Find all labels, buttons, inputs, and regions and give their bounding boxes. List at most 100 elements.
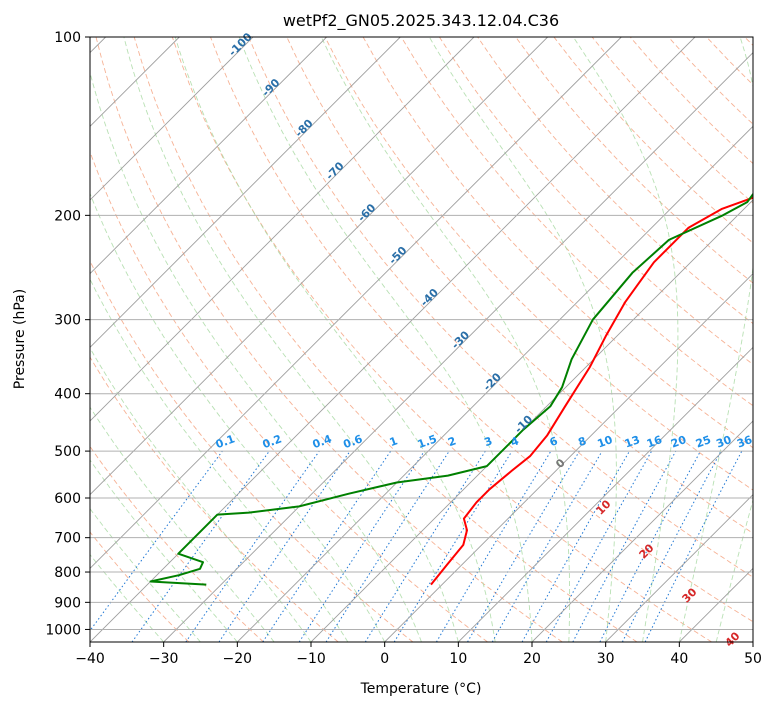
isotherm-line bbox=[605, 494, 753, 642]
mixing-ratio-label: 36 bbox=[735, 433, 754, 451]
temperature-profile-line bbox=[430, 196, 753, 586]
y-tick-label: 800 bbox=[54, 565, 81, 581]
mixing-ratio-label: 10 bbox=[596, 433, 615, 451]
mixing-ratio-line bbox=[521, 450, 630, 642]
dewpoint-profile-line bbox=[149, 192, 753, 586]
dry-adiabat bbox=[90, 445, 264, 642]
isotherm-line bbox=[163, 52, 753, 642]
mixing-ratio-line bbox=[262, 450, 392, 642]
moist-adiabat bbox=[238, 37, 533, 642]
dry-adiabat bbox=[439, 37, 753, 365]
x-tick-label: 30 bbox=[597, 651, 615, 667]
mixing-ratio-label: 1.5 bbox=[416, 432, 439, 451]
isotherm-line bbox=[90, 37, 475, 422]
x-tick-label: 40 bbox=[670, 651, 688, 667]
x-axis-ticks: −40 −30 −20 −10 0 10 20 30 40 50 bbox=[75, 642, 762, 667]
isotherm-line bbox=[679, 567, 753, 642]
moist-adiabat bbox=[90, 406, 275, 642]
mixing-ratio-label: 16 bbox=[645, 433, 664, 451]
mixing-ratio-label: 0.1 bbox=[214, 432, 237, 451]
mixing-ratio-line bbox=[467, 450, 580, 642]
moist-adiabat bbox=[90, 278, 349, 642]
dry-adiabat bbox=[744, 37, 753, 47]
moist-adiabat-label: 0 bbox=[553, 456, 568, 471]
mixing-ratio-line bbox=[218, 450, 351, 642]
moist-adiabat bbox=[428, 37, 617, 642]
mixing-ratio-label: 0.2 bbox=[261, 432, 284, 451]
y-tick-label: 300 bbox=[54, 313, 81, 329]
moist-adiabat bbox=[123, 37, 459, 642]
mixing-ratio-label: 20 bbox=[669, 433, 688, 451]
x-tick-label: −10 bbox=[296, 651, 326, 667]
mixing-ratio-label: 4 bbox=[509, 434, 521, 449]
moist-adiabat bbox=[320, 37, 571, 642]
dry-adiabat bbox=[362, 37, 753, 449]
mixing-ratio-label: 3 bbox=[482, 434, 494, 449]
isotherm-line bbox=[237, 125, 753, 642]
dry-adiabat bbox=[706, 37, 753, 86]
isotherm-line bbox=[90, 37, 622, 569]
mixing-ratio-label: 8 bbox=[576, 434, 588, 449]
isotherm-line bbox=[90, 37, 327, 275]
isotherm-line bbox=[752, 641, 753, 642]
mixing-ratio-line bbox=[185, 450, 320, 642]
y-tick-label: 1000 bbox=[45, 622, 81, 638]
dry-adiabat bbox=[400, 37, 753, 407]
series-layer bbox=[149, 192, 753, 586]
dry-adiabat bbox=[171, 37, 712, 642]
y-tick-label: 500 bbox=[54, 444, 81, 460]
mixing-ratio-line bbox=[298, 450, 425, 642]
dry-adiabat bbox=[477, 37, 753, 325]
dry-adiabat bbox=[90, 356, 339, 642]
isotherm-line bbox=[531, 420, 753, 642]
moist-adiabat-label: 20 bbox=[637, 541, 657, 561]
y-tick-label: 700 bbox=[54, 531, 81, 547]
dry-adiabat bbox=[90, 150, 488, 642]
dry-adiabat bbox=[95, 37, 563, 642]
mixing-ratio-label: 1 bbox=[388, 434, 400, 449]
dry-adiabat bbox=[324, 37, 753, 491]
x-tick-label: −40 bbox=[75, 651, 105, 667]
mixing-ratio-label: 25 bbox=[694, 433, 713, 450]
dry-adiabat bbox=[90, 259, 414, 642]
y-tick-label: 400 bbox=[54, 387, 81, 403]
plot-frame bbox=[89, 36, 754, 643]
x-axis-label: Temperature (°C) bbox=[360, 681, 482, 697]
mixing-ratio-label: 0.4 bbox=[311, 432, 334, 451]
isotherm-label: -10 bbox=[512, 412, 535, 435]
x-tick-label: −30 bbox=[149, 651, 179, 667]
isotherm-label: -80 bbox=[292, 116, 315, 139]
mixing-ratio-line bbox=[545, 450, 653, 642]
isotherm-line bbox=[90, 37, 548, 496]
isotherm-label: -90 bbox=[259, 76, 282, 99]
mixing-ratio-label: 13 bbox=[623, 433, 642, 450]
mixing-ratio-line bbox=[131, 450, 270, 642]
mixing-ratio-label: 2 bbox=[446, 434, 458, 449]
dry-adiabat bbox=[90, 531, 190, 642]
chart-title: wetPf2_GN05.2025.343.12.04.C36 bbox=[283, 11, 559, 31]
mixing-ratio-line bbox=[435, 450, 552, 642]
dry-adiabat bbox=[210, 37, 753, 623]
moist-adiabat bbox=[715, 498, 753, 642]
y-tick-label: 200 bbox=[54, 208, 81, 224]
moist-adiabat bbox=[90, 507, 201, 642]
moist-adiabat bbox=[90, 192, 386, 642]
isotherm-label: -50 bbox=[386, 244, 409, 267]
grid-lines bbox=[90, 37, 753, 642]
moist-adiabat-label: 40 bbox=[723, 629, 743, 649]
x-tick-label: 10 bbox=[449, 651, 467, 667]
isotherm-label: -70 bbox=[323, 159, 346, 182]
mixing-ratio-line bbox=[644, 450, 743, 642]
x-tick-label: 50 bbox=[744, 651, 762, 667]
mixing-ratio-line bbox=[90, 450, 223, 632]
isotherm-line bbox=[90, 37, 401, 348]
mixing-ratio-label: 0.6 bbox=[342, 432, 365, 451]
moist-adiabat-label: 10 bbox=[594, 497, 614, 517]
mixing-ratio-line bbox=[621, 450, 722, 642]
y-axis-label: Pressure (hPa) bbox=[12, 289, 28, 389]
moist-adiabat bbox=[174, 37, 496, 642]
moist-adiabat bbox=[572, 37, 679, 642]
mixing-ratio-line bbox=[325, 450, 450, 642]
mixing-ratio-line bbox=[572, 450, 677, 642]
